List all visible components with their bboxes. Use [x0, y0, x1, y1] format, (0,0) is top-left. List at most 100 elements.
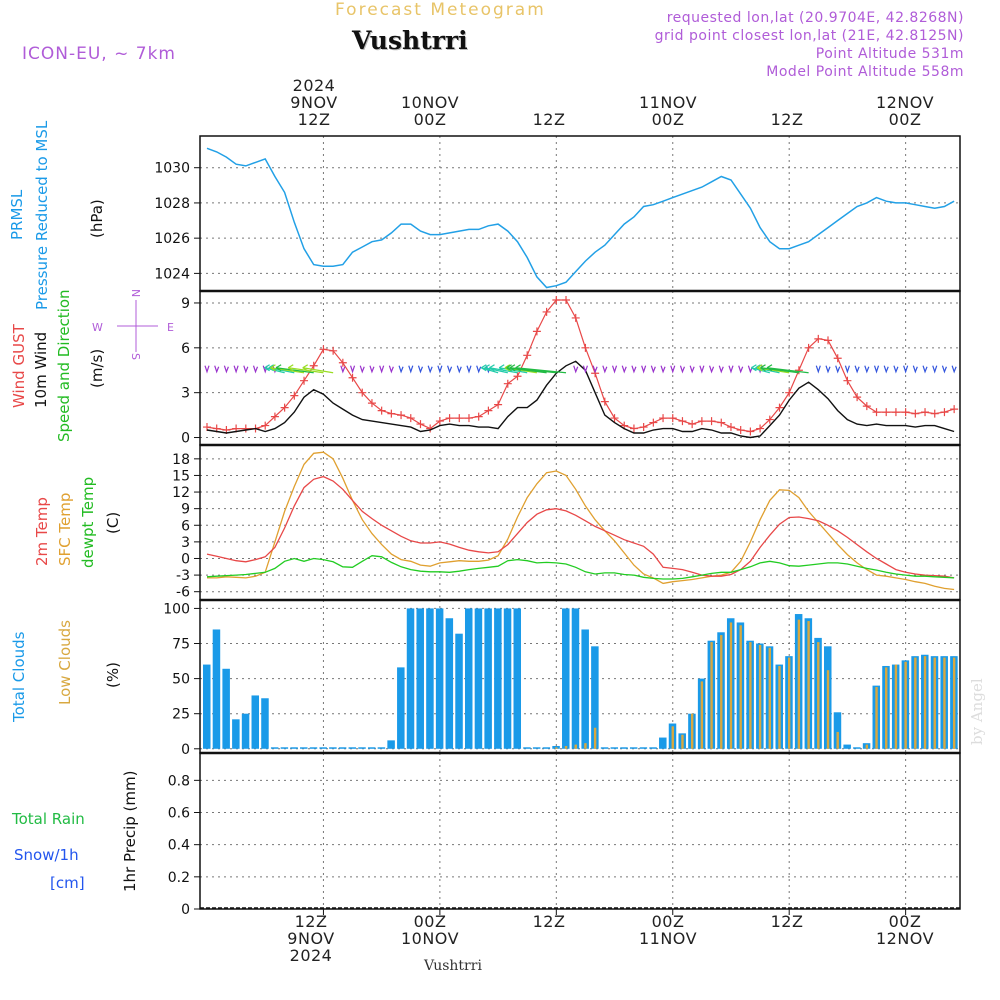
low-clouds-bar: [836, 731, 839, 749]
wind-gust-point: [688, 420, 697, 429]
model-name: ICON-EU, ~ 7km: [22, 44, 176, 64]
total-clouds-bar: [338, 747, 347, 749]
wind-gust-point: [765, 415, 774, 424]
total-clouds-bar: [600, 747, 609, 749]
compass-rose-icon: W E N S: [92, 289, 174, 360]
total-clouds-bar: [329, 747, 337, 749]
wind-gust-point: [775, 403, 784, 412]
top-time-label: 12NOV 00Z: [875, 93, 935, 129]
total-clouds-bar: [542, 747, 551, 749]
wind-gust-point: [853, 393, 862, 402]
wind-direction-arrow: [912, 365, 918, 374]
top-time-label: 12Z: [770, 110, 804, 129]
wind-gust-point: [600, 397, 609, 406]
wind-gust-point: [707, 417, 716, 426]
low-clouds-bar: [681, 734, 684, 749]
wind-gust-point: [891, 408, 900, 417]
total-clouds-bar: [833, 712, 842, 749]
top-time-label: 10NOV 00Z: [400, 93, 460, 129]
wind-direction-arrow: [489, 364, 495, 372]
wind-gust-point: [523, 351, 532, 360]
wind-gust-point: [455, 414, 464, 423]
wind-direction-arrow: [252, 365, 259, 374]
wind-direction-arrow: [760, 364, 766, 372]
wind-gust-point: [736, 426, 745, 435]
wind-direction-arrow: [509, 364, 516, 372]
low-clouds-bar: [739, 625, 742, 749]
wind-gust-point: [270, 412, 279, 421]
wind-gust-point: [494, 400, 503, 409]
total-clouds-bar: [222, 668, 230, 749]
total-clouds-bar: [251, 695, 260, 749]
wind-gust-point: [726, 423, 735, 432]
wind-direction-arrow: [747, 365, 753, 374]
wind-gust-point: [629, 424, 638, 433]
low-clouds-bar: [952, 657, 956, 749]
y-tick-label: 50: [172, 672, 190, 688]
wind-direction-arrow: [302, 364, 309, 372]
wind-gust-point: [862, 402, 871, 411]
total-clouds-bar: [474, 608, 483, 749]
y-tick-label: 18: [172, 452, 190, 468]
y-tick-label: 75: [172, 637, 190, 653]
wind-direction-arrow: [650, 365, 656, 374]
y-tick-label: 3: [181, 386, 190, 402]
wind-direction-arrow: [204, 365, 210, 374]
wind-direction-arrow: [893, 365, 899, 374]
wind-gust-point: [930, 409, 939, 418]
wind-gust-point: [882, 408, 891, 417]
wind-direction-arrow: [760, 367, 799, 374]
wind-direction-arrow: [825, 365, 831, 374]
total-clouds-bar: [261, 698, 269, 749]
y-tick-label: 15: [172, 468, 190, 484]
bottom-time-label: 12Z: [532, 912, 566, 931]
total-clouds-bar: [203, 664, 211, 749]
panel-frame: [199, 752, 961, 910]
y-tick-label: 9: [181, 296, 190, 312]
low-clouds-bar: [671, 726, 674, 749]
wind-direction-arrow: [480, 364, 487, 372]
wind-gust-point: [843, 376, 852, 385]
wind-direction-arrow: [951, 365, 957, 374]
wind-gust-point: [562, 295, 571, 304]
low-clouds-bar: [943, 657, 946, 749]
total-clouds-bar: [280, 747, 289, 749]
wind-direction-arrow: [398, 365, 404, 374]
wind-gust-point: [309, 361, 318, 370]
wind-direction-arrow: [359, 365, 365, 374]
total-clouds-bar: [241, 713, 250, 749]
wind-gust-point: [824, 336, 833, 345]
wind-direction-arrow: [275, 364, 282, 372]
wind-gust-point: [435, 417, 444, 426]
wind-direction-arrow: [379, 365, 385, 374]
total-clouds-bar: [212, 629, 221, 749]
y-tick-label: 0.6: [168, 806, 190, 822]
wind-direction-arrow: [287, 364, 294, 372]
wind-gust-point: [921, 408, 930, 417]
wind-direction-arrow: [689, 365, 695, 374]
total-clouds-bar: [397, 667, 405, 749]
total-clouds-bar: [591, 646, 599, 749]
total-clouds-bar: [503, 608, 512, 749]
wind-gust-point: [474, 412, 483, 421]
wind-direction-arrow: [738, 365, 744, 374]
total-clouds-bar: [464, 608, 473, 749]
wind-gust-point: [241, 424, 250, 433]
wind-direction-arrow: [611, 365, 618, 374]
low-clouds-bar: [817, 642, 820, 749]
meteogram-title: Forecast Meteogram: [335, 0, 546, 20]
wind-direction-arrow: [932, 365, 938, 374]
wind-gust-point: [639, 423, 648, 432]
compass-e: E: [167, 321, 174, 334]
wind-direction-arrow: [660, 365, 666, 374]
wind-gust-point: [377, 406, 386, 415]
frame-layer: 10241026102810300369-6-30369121518025507…: [154, 135, 961, 918]
low-clouds-bar: [894, 664, 898, 749]
wind-gust-point: [464, 414, 473, 423]
top-time-label: 11NOV 00Z: [638, 93, 698, 129]
wind-gust-point: [513, 372, 522, 381]
wind-direction-arrow: [515, 367, 567, 374]
wind-gust-point: [678, 417, 687, 426]
wind-direction-arrow: [427, 365, 433, 374]
